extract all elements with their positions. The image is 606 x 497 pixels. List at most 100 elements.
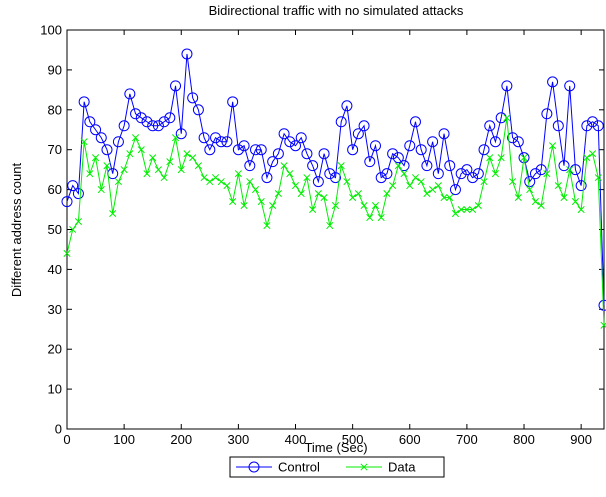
data-point-control	[415, 144, 427, 156]
data-point-data-stroke-b	[400, 170, 408, 178]
data-point-control	[84, 116, 96, 128]
data-point-data	[463, 205, 471, 214]
data-point-data-stroke-b	[109, 209, 117, 218]
data-point-data	[423, 190, 431, 198]
data-point-data-stroke-b	[600, 322, 606, 329]
data-point-data-stroke-b	[286, 170, 294, 178]
data-point-control	[198, 132, 210, 144]
data-point-data-stroke-b	[63, 249, 71, 257]
y-tick-label: 10	[48, 382, 62, 397]
data-point-data-stroke-b	[343, 178, 351, 186]
y-tick-label: 90	[48, 62, 62, 77]
data-point-control	[118, 120, 130, 132]
data-point-data	[543, 170, 551, 178]
data-point-data	[406, 182, 414, 190]
data-point-data-stroke-b	[240, 202, 248, 210]
data-point-data	[600, 321, 606, 329]
data-point-data	[303, 174, 311, 182]
data-point-data	[566, 166, 574, 174]
data-point-data	[217, 178, 225, 186]
data-point-control	[78, 96, 90, 108]
data-point-data	[577, 205, 585, 214]
data-point-control	[381, 168, 393, 180]
data-point-data-stroke-b	[589, 150, 597, 158]
data-point-control	[130, 108, 142, 120]
data-point-data-stroke-b	[200, 174, 208, 182]
data-point-control	[290, 140, 302, 152]
y-tick-label: 80	[48, 102, 62, 117]
data-point-data-stroke-b	[131, 134, 140, 142]
x-tick-label: 700	[456, 432, 478, 447]
data-point-data	[189, 154, 197, 162]
data-point-data	[269, 202, 277, 210]
data-point-control	[95, 132, 107, 144]
data-point-data-stroke-b	[549, 142, 557, 150]
data-point-data	[314, 190, 322, 198]
data-point-control	[307, 160, 319, 172]
data-point-data	[131, 134, 140, 142]
data-point-control	[204, 144, 216, 156]
data-point-control	[67, 180, 79, 192]
data-point-control	[330, 172, 341, 184]
data-point-data	[354, 190, 362, 198]
data-point-control	[141, 116, 153, 128]
data-point-data-stroke-b	[514, 194, 522, 202]
data-point-data	[114, 178, 122, 186]
x-tick-label: 600	[399, 432, 421, 447]
data-point-data-stroke-b	[166, 158, 174, 166]
data-point-data	[240, 202, 248, 210]
data-point-data	[451, 209, 460, 218]
data-point-data	[257, 198, 265, 206]
data-point-control	[272, 148, 284, 160]
data-point-control	[587, 116, 599, 128]
data-point-data	[166, 158, 174, 166]
data-point-data	[514, 194, 522, 202]
data-point-control	[404, 140, 416, 152]
data-point-control	[518, 152, 530, 164]
data-point-data	[503, 114, 511, 122]
data-point-data-stroke-b	[257, 198, 265, 206]
data-point-data-stroke-b	[143, 170, 151, 178]
data-point-data	[343, 178, 351, 186]
data-point-control	[432, 168, 444, 180]
data-point-data-stroke-b	[480, 178, 488, 186]
data-point-data-stroke-b	[194, 162, 202, 170]
data-point-data-stroke-b	[583, 154, 591, 162]
y-tick-label: 40	[48, 262, 62, 277]
data-point-control	[301, 148, 313, 160]
data-point-control	[347, 144, 359, 156]
x-tick-label: 200	[170, 432, 192, 447]
data-point-control	[392, 152, 404, 164]
data-point-data	[337, 162, 345, 170]
data-point-data	[160, 174, 168, 182]
data-point-data-stroke-b	[543, 170, 551, 178]
data-point-data	[229, 198, 237, 206]
data-point-data-stroke-b	[234, 170, 242, 178]
data-point-data	[411, 174, 420, 182]
data-point-control	[278, 128, 290, 140]
data-point-data-stroke-b	[377, 213, 385, 222]
x-tick-label: 500	[342, 432, 364, 447]
data-point-data-stroke-b	[406, 182, 414, 190]
data-point-control	[535, 164, 547, 176]
data-point-control	[124, 88, 136, 100]
legend: Control Data	[229, 456, 445, 478]
data-point-data-stroke-b	[394, 162, 402, 170]
data-point-data	[594, 174, 602, 182]
legend-marker-data-stroke-b	[360, 463, 368, 471]
data-point-control	[164, 112, 176, 124]
data-point-data	[120, 166, 128, 174]
data-point-data	[211, 174, 220, 182]
plot-area: 0 100 200 300 400 500 600 700 800 900 0 10 20 30 40 50 6…	[40, 23, 606, 447]
data-point-data	[394, 162, 402, 170]
data-point-control	[61, 196, 73, 208]
data-point-data-stroke-b	[269, 202, 277, 210]
data-point-data-stroke-b	[126, 150, 134, 158]
data-point-data-stroke-b	[531, 198, 540, 206]
data-point-control	[221, 136, 233, 148]
data-point-control	[409, 116, 421, 128]
data-point-data-stroke-b	[446, 194, 454, 202]
y-tick-label: 50	[48, 222, 62, 237]
x-tick-label: 400	[285, 432, 307, 447]
data-point-data-stroke-b	[331, 202, 340, 210]
